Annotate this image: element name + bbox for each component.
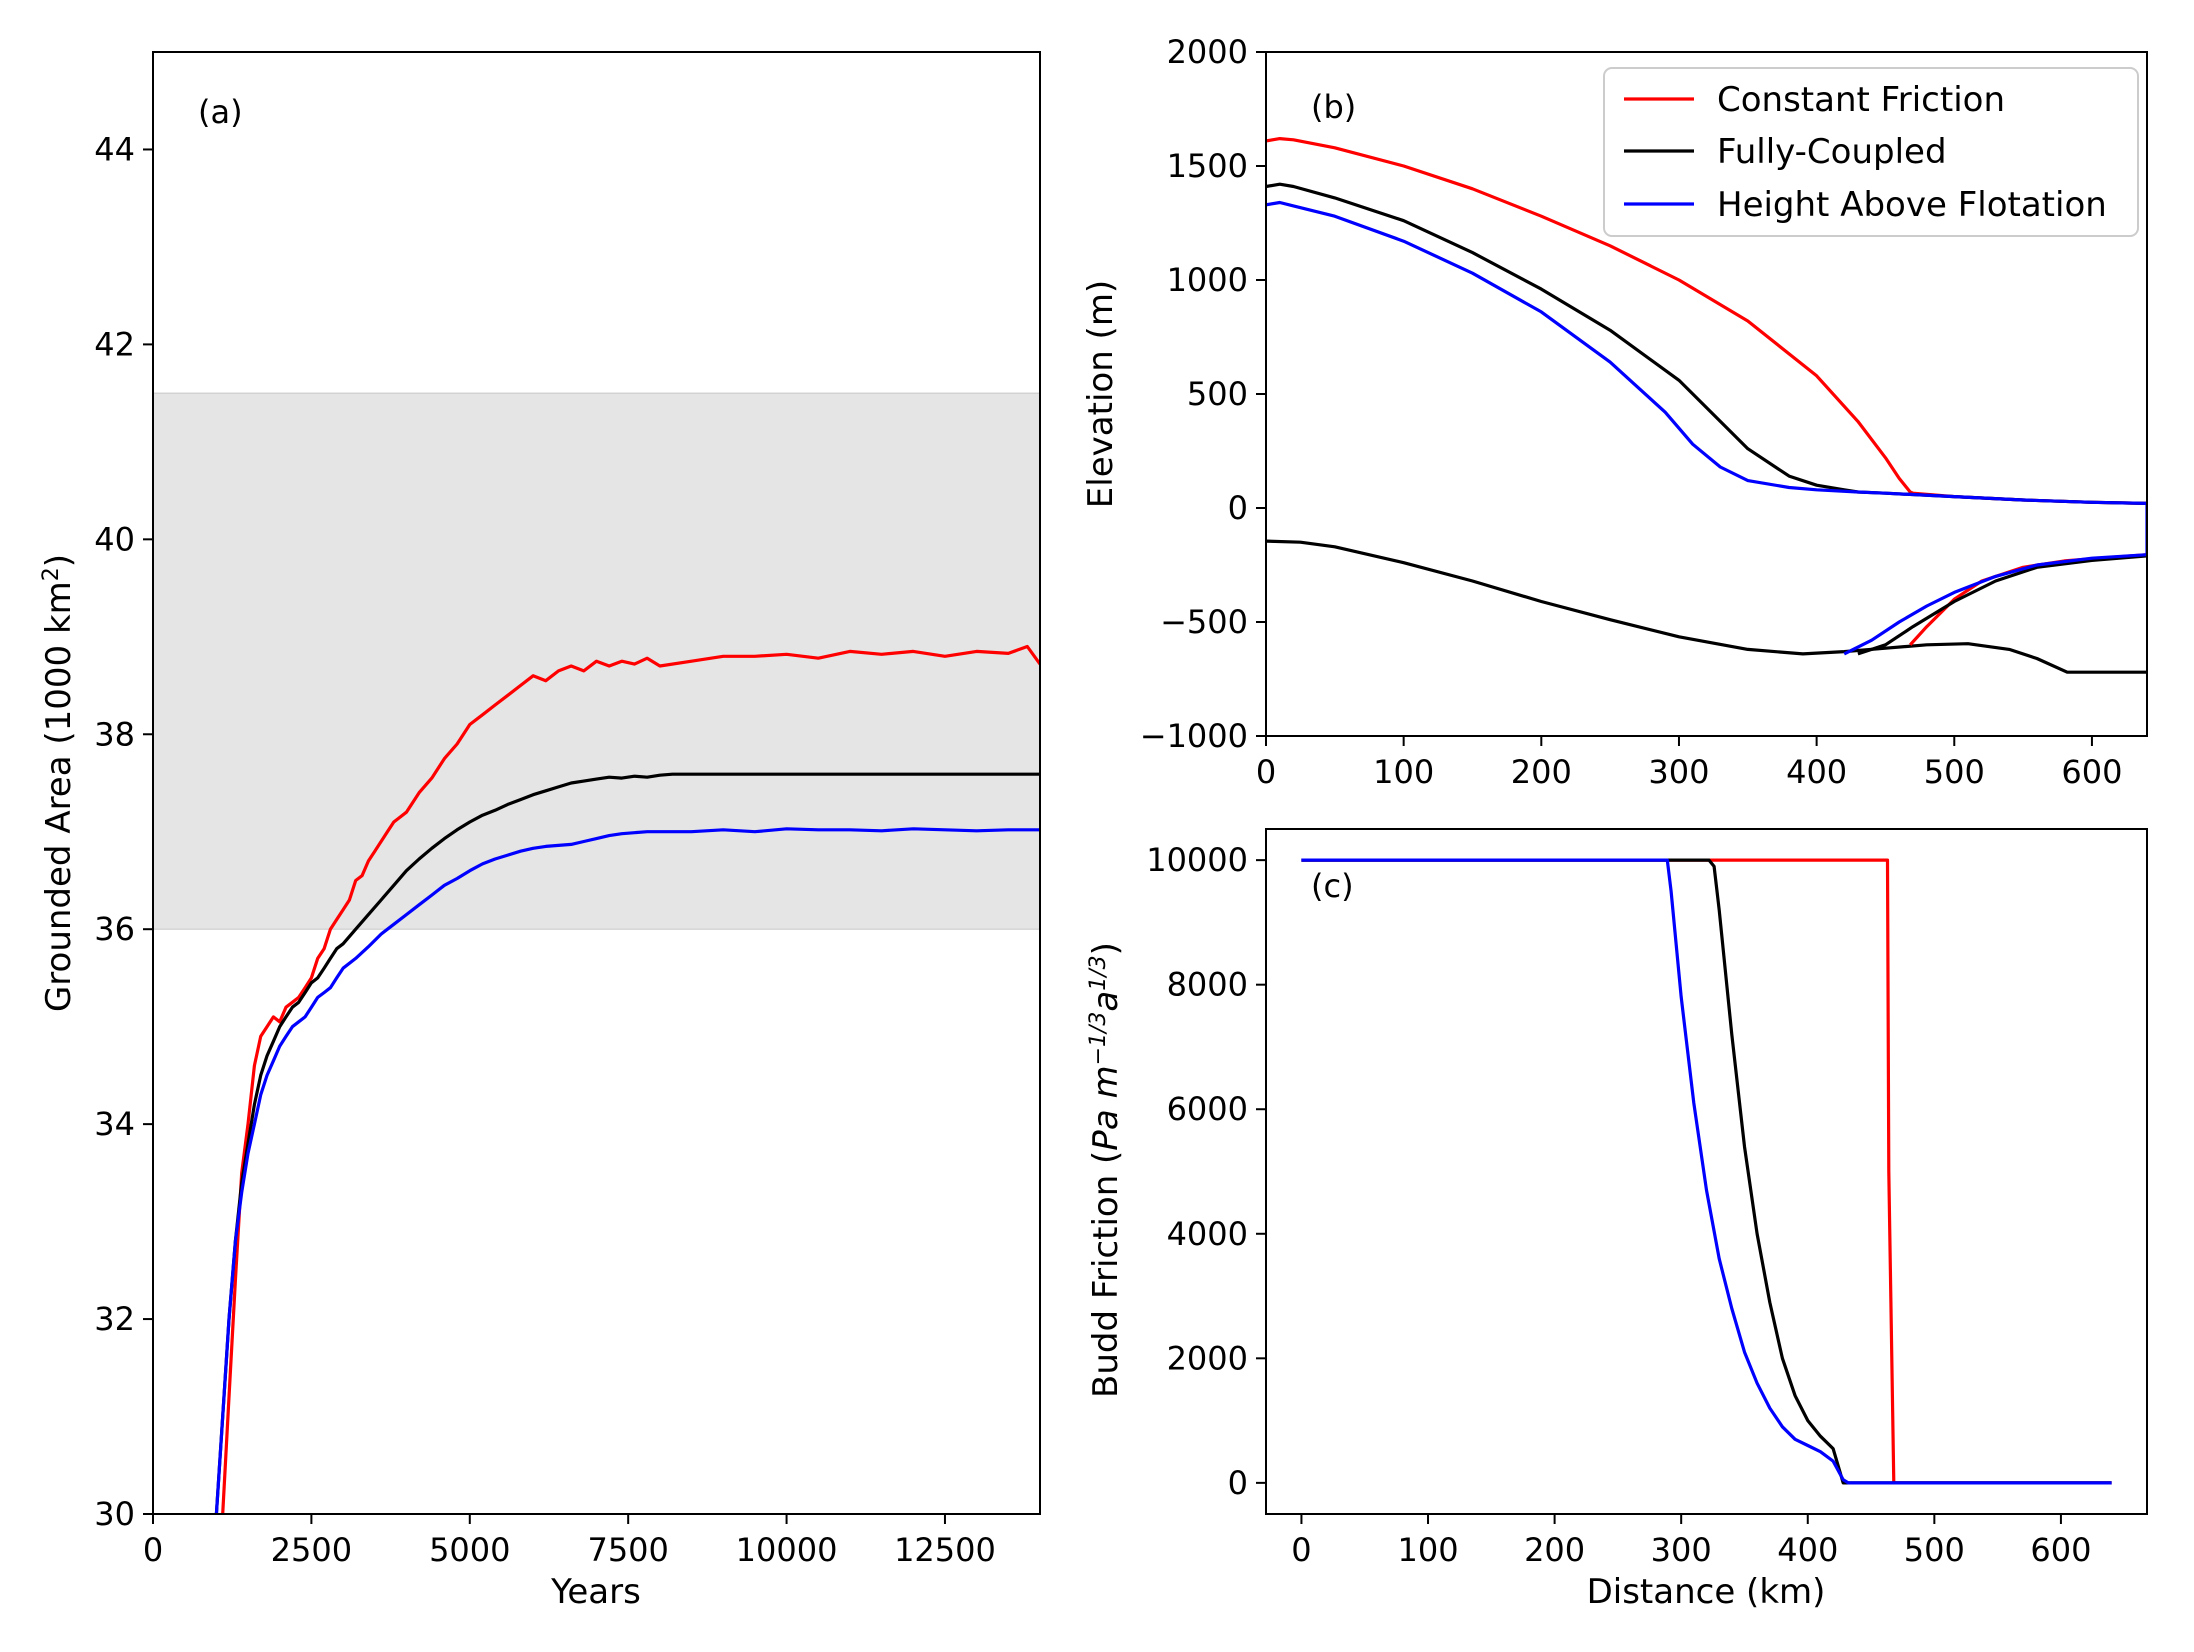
legend-label-fully-coupled: Fully-Coupled — [1717, 132, 1947, 172]
series-height-above-flotation-surface-line — [1266, 200, 2147, 505]
panel-c-y-tick-label: 8000 — [1167, 966, 1248, 1004]
panel-c-y-axis-label: Budd Friction (Pa m−1/3a1/3) — [1086, 942, 1127, 1398]
legend-label-height-above-flotation: Height Above Flotation — [1717, 185, 2107, 225]
panel-c-y-axis-label-unit-2: a — [1086, 991, 1126, 1012]
panel-a-y-tick-label: 34 — [94, 1105, 135, 1143]
panel-b-label: (b) — [1311, 88, 1356, 126]
series-height-above-flotation-line — [214, 827, 1040, 1514]
panel-c-y-tick-label: 2000 — [1167, 1339, 1248, 1377]
panel-c-x-tick-label: 600 — [2030, 1531, 2091, 1569]
panel-a-y-tick-label: 40 — [94, 520, 135, 558]
panel-a-y-tick-label: 44 — [94, 130, 135, 168]
panel-a-x-tick-label: 5000 — [429, 1531, 510, 1569]
series-fully-coupled-line — [214, 772, 1040, 1514]
panel-a-y-tick-label: 30 — [94, 1495, 135, 1533]
panel-b-y-tick-label: −1000 — [1140, 717, 1248, 755]
panel-a-x-tick-label: 12500 — [894, 1531, 996, 1569]
panel-a-y-axis-label-superscript: 2 — [39, 567, 64, 581]
panel-c: 0 100 200 300 400 500 600020004000600080001000… — [1086, 828, 2148, 1612]
panel-b-x-tick-label: 500 — [1924, 753, 1985, 791]
panel-c-y-tick-label: 0 — [1228, 1464, 1248, 1502]
panel-c-x-tick-label: 100 — [1397, 1531, 1458, 1569]
panel-b-x-tick-label: 0 — [1256, 753, 1276, 791]
panel-a-x-tick-label: 10000 — [736, 1531, 838, 1569]
panel-c-y-axis-label-main: Budd Friction ( — [1086, 1151, 1126, 1398]
panel-a-y-axis-label: Grounded Area (1000 km2) — [39, 554, 80, 1012]
panel-a-x-tick-label: 2500 — [271, 1531, 352, 1569]
series-constant-friction-line — [221, 644, 1040, 1514]
panel-a: 0 2500 5000 7500 10000 125003032343638404244 … — [39, 51, 1041, 1612]
panel-c-y-axis-label-exp-2: 1/3 — [1086, 955, 1111, 990]
panel-c-x-tick-label: 500 — [1904, 1531, 1965, 1569]
panel-a-x-axis-label: Years — [550, 1572, 641, 1612]
panel-a-label: (a) — [198, 93, 243, 131]
series-fully-coupled-line — [1301, 858, 2112, 1485]
panel-c-ticks: 0 100 200 300 400 500 600020004000600080001000… — [1146, 841, 2091, 1569]
legend-label-constant-friction: Constant Friction — [1717, 80, 2005, 120]
panel-c-y-tick-label: 10000 — [1146, 841, 1248, 879]
panel-c-y-axis-label-exp-1: −1/3 — [1086, 1012, 1111, 1066]
panel-c-label: (c) — [1311, 867, 1354, 905]
panel-a-marks — [152, 392, 1041, 1514]
panel-b-y-tick-label: 0 — [1228, 489, 1248, 527]
series-height-above-flotation-ice-base-line — [1843, 553, 2147, 656]
panel-b-x-tick-label: 400 — [1786, 753, 1847, 791]
panel-b-y-axis-label: Elevation (m) — [1081, 280, 1121, 508]
panel-a-x-tick-label: 7500 — [587, 1531, 668, 1569]
panel-c-x-tick-label: 300 — [1651, 1531, 1712, 1569]
series-fully-coupled-ice-base-line — [1857, 554, 2147, 656]
panel-b-marks — [1266, 137, 2147, 674]
panel-b: 0 100 200 300 400 500 600 −1000 −500 0 500 1000 1500… — [1081, 33, 2148, 791]
panel-c-y-tick-label: 6000 — [1167, 1090, 1248, 1128]
panel-a-y-axis-label-end: ) — [39, 554, 79, 567]
panel-b-y-tick-label: −500 — [1160, 603, 1248, 641]
panel-b-y-tick-label: 500 — [1187, 375, 1248, 413]
panel-b-y-tick-label: 1000 — [1167, 261, 1248, 299]
panel-b-x-tick-label: 100 — [1373, 753, 1434, 791]
bed-topography-line — [1266, 539, 2147, 674]
panel-c-x-tick-label: 200 — [1524, 1531, 1585, 1569]
panel-c-x-tick-label: 0 — [1291, 1531, 1311, 1569]
panel-c-frame — [1265, 828, 2148, 1515]
panel-b-x-tick-label: 300 — [1648, 753, 1709, 791]
panel-a-frame — [152, 51, 1041, 1515]
panel-c-x-tick-label: 400 — [1777, 1531, 1838, 1569]
panel-b-y-tick-label: 1500 — [1167, 147, 1248, 185]
series-height-above-flotation-line — [1301, 858, 2112, 1485]
panel-b-x-tick-label: 200 — [1511, 753, 1572, 791]
panel-c-y-axis-label-unit-1: Pa m — [1086, 1065, 1126, 1150]
panel-b-x-tick-label: 600 — [2061, 753, 2122, 791]
panel-a-x-tick-label: 0 — [143, 1531, 163, 1569]
panel-c-x-axis-label: Distance (km) — [1587, 1572, 1826, 1612]
panel-c-y-tick-label: 4000 — [1167, 1215, 1248, 1253]
panel-a-y-tick-label: 36 — [94, 910, 135, 948]
legend-box — [1603, 67, 2139, 237]
panel-b-ticks: 0 100 200 300 400 500 600 −1000 −500 0 500 1000 1500… — [1140, 33, 2123, 791]
panel-b-y-tick-label: 2000 — [1167, 33, 1248, 71]
panel-a-y-tick-label: 38 — [94, 715, 135, 753]
panel-a-ticks: 0 2500 5000 7500 10000 12500 30 32 34 36 38 40 42 44 — [94, 130, 996, 1569]
panel-c-y-axis-label-end: ) — [1086, 942, 1126, 955]
legend: Constant Friction Fully-Coupled Height A… — [1603, 67, 2139, 237]
panel-a-y-tick-label: 42 — [94, 325, 135, 363]
panel-a-y-tick-label: 32 — [94, 1300, 135, 1338]
panel-c-marks — [1301, 858, 2112, 1485]
panel-a-y-axis-label-main: Grounded Area (1000 km — [39, 581, 79, 1012]
